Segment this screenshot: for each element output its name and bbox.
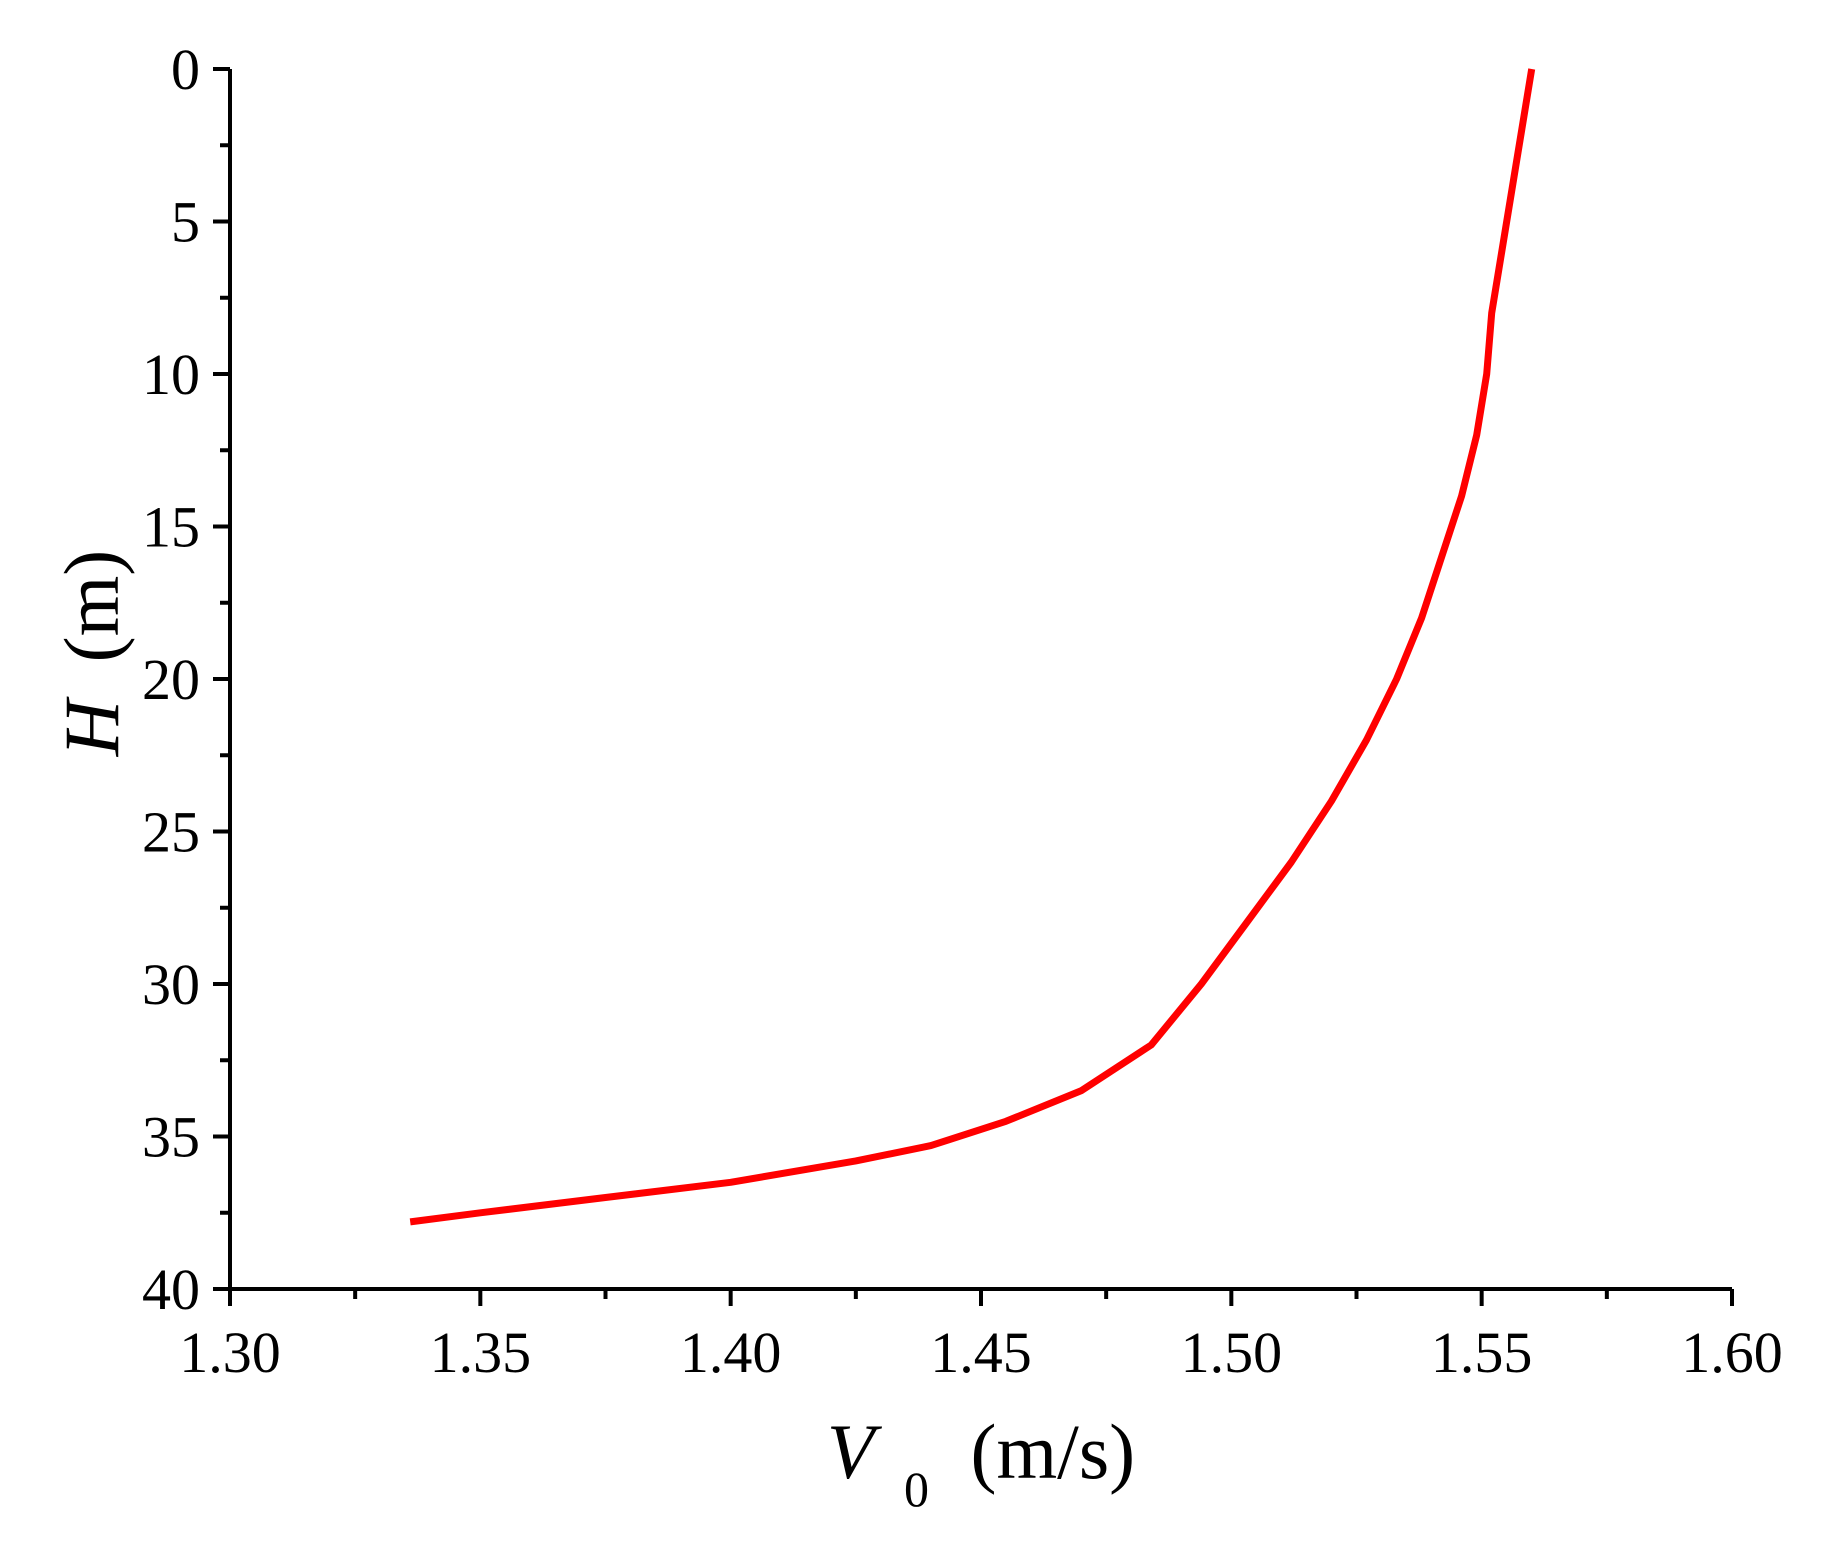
x-tick-label: 1.45 bbox=[930, 1320, 1032, 1385]
axes bbox=[228, 69, 1732, 1291]
y-tick-label: 15 bbox=[142, 495, 200, 560]
x-tick-label: 1.50 bbox=[1181, 1320, 1283, 1385]
y-tick-label: 25 bbox=[142, 800, 200, 865]
y-tick-label: 35 bbox=[142, 1105, 200, 1170]
y-axis-title: H (m) bbox=[48, 550, 135, 757]
x-axis-symbol: V bbox=[827, 1408, 883, 1495]
x-axis-subscript: 0 bbox=[904, 1461, 929, 1517]
x-tick-label: 1.55 bbox=[1431, 1320, 1533, 1385]
x-axis-title: V 0 (m/s) bbox=[827, 1408, 1135, 1523]
x-tick-label: 1.35 bbox=[430, 1320, 532, 1385]
y-tick-label: 30 bbox=[142, 952, 200, 1017]
y-tick-label: 5 bbox=[171, 190, 200, 255]
x-ticks: 1.30 1.35 1.40 1.45 1.50 1.55 1.60 bbox=[179, 1289, 1783, 1385]
x-tick-label: 1.40 bbox=[680, 1320, 782, 1385]
y-tick-label: 0 bbox=[171, 37, 200, 102]
y-axis-symbol: H bbox=[48, 696, 135, 757]
series-line bbox=[409, 68, 1536, 1226]
x-tick-label: 1.30 bbox=[179, 1320, 281, 1385]
y-axis-unit: (m) bbox=[48, 550, 135, 663]
series-layer bbox=[409, 68, 1536, 1226]
y-tick-label: 10 bbox=[142, 342, 200, 407]
y-tick-label: 40 bbox=[142, 1257, 200, 1322]
x-tick-label: 1.60 bbox=[1681, 1320, 1783, 1385]
x-axis-unit: (m/s) bbox=[971, 1408, 1136, 1495]
y-tick-label: 20 bbox=[142, 647, 200, 712]
y-ticks: 0 5 10 15 20 25 30 35 40 bbox=[142, 37, 230, 1322]
